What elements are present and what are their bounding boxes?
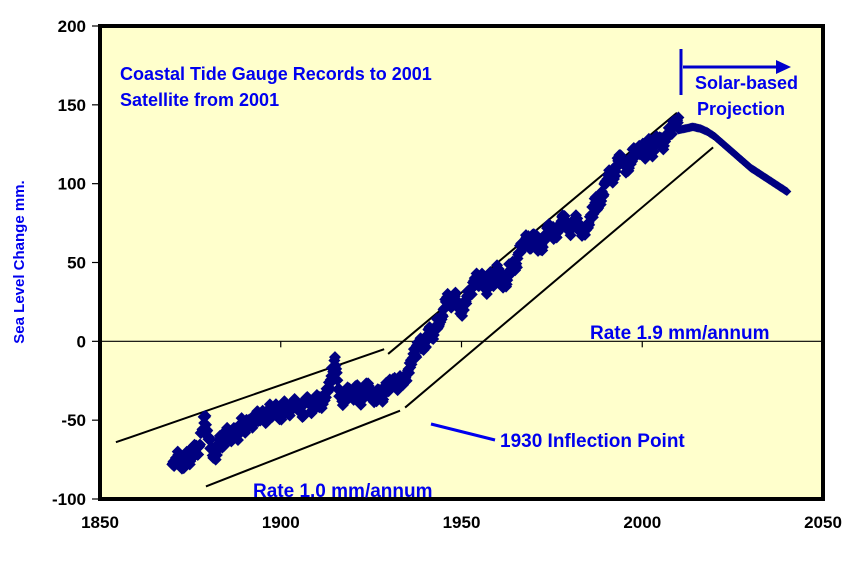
plot-area (100, 26, 823, 499)
projection-label-line2: Projection (697, 99, 785, 119)
x-tick-label: 2050 (804, 513, 842, 532)
y-tick-label: 200 (58, 17, 86, 36)
x-tick-label: 2000 (623, 513, 661, 532)
y-tick-label: -50 (61, 411, 86, 430)
data-point (449, 286, 462, 299)
projection-arrow-head-icon (776, 60, 791, 74)
data-point (672, 111, 685, 124)
data-point (330, 366, 343, 379)
data-point (283, 409, 296, 422)
y-axis-label: Sea Level Change mm. (11, 180, 28, 343)
inflection-label: 1930 Inflection Point (500, 431, 685, 452)
x-tick-label: 1950 (443, 513, 481, 532)
projection-label-line1: Solar-based (695, 73, 798, 93)
rate-early-label: Rate 1.0 mm/annum (253, 481, 433, 502)
data-point (465, 288, 478, 301)
trend-line-early-lower (205, 409, 401, 488)
trend-line-recent-lower (404, 146, 714, 409)
x-tick-label: 1850 (81, 513, 119, 532)
inflection-pointer (430, 422, 496, 442)
y-tick-label: 100 (58, 175, 86, 194)
data-point (597, 188, 610, 201)
projection-point (782, 187, 792, 197)
x-tick-label: 1900 (262, 513, 300, 532)
legend-line-satellite: Satellite from 2001 (120, 90, 279, 110)
data-point (328, 351, 341, 364)
data-point (199, 409, 212, 422)
data-point (510, 261, 523, 274)
rate-recent-label: Rate 1.9 mm/annum (590, 323, 770, 344)
y-tick-label: 0 (77, 332, 86, 351)
legend-line-tide-gauge: Coastal Tide Gauge Records to 2001 (120, 64, 432, 84)
data-point (331, 374, 344, 387)
y-tick-label: 150 (58, 96, 86, 115)
x-axis: 1850 1900 1950 2000 2050 (81, 513, 842, 532)
y-tick-label: 50 (67, 254, 86, 273)
y-tick-label: -100 (52, 490, 86, 509)
y-axis: -100 -50 0 50 100 150 200 (52, 17, 100, 509)
data-markers (166, 111, 792, 475)
data-point (192, 448, 205, 461)
data-point (410, 351, 423, 364)
data-point (194, 438, 207, 451)
